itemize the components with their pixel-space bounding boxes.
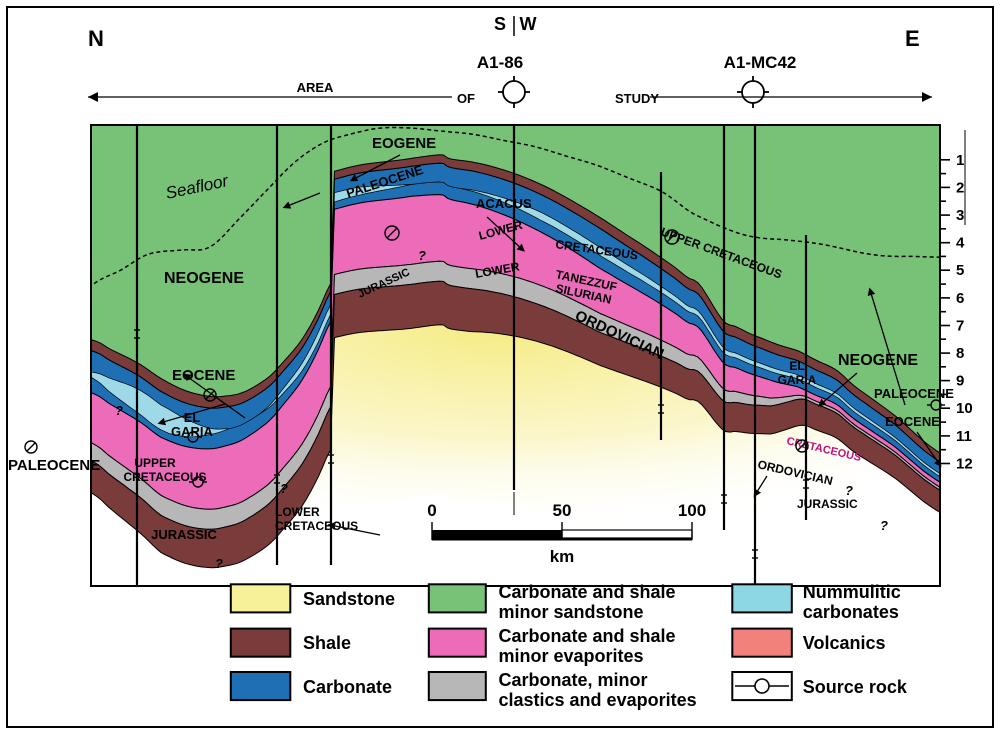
svg-text:?: ? — [115, 403, 123, 418]
svg-text:LOWER: LOWER — [275, 505, 320, 519]
svg-text:ACACUS: ACACUS — [476, 196, 532, 211]
svg-text:A1-86: A1-86 — [477, 53, 523, 72]
svg-text:100: 100 — [678, 501, 706, 520]
svg-text:Carbonate, minor: Carbonate, minor — [499, 670, 648, 690]
svg-text:E: E — [905, 26, 920, 51]
svg-text:PALEOCENE: PALEOCENE — [8, 457, 100, 474]
svg-text:EOCENE: EOCENE — [885, 414, 940, 429]
svg-text:Carbonate and shale: Carbonate and shale — [499, 582, 676, 602]
svg-text:8: 8 — [956, 345, 964, 362]
svg-text:4: 4 — [956, 235, 965, 252]
svg-text:?: ? — [215, 556, 223, 571]
svg-text:km: km — [550, 547, 575, 566]
svg-text:Shale: Shale — [303, 633, 351, 653]
svg-text:minor sandstone: minor sandstone — [499, 602, 644, 622]
svg-text:clastics and evaporites: clastics and evaporites — [499, 690, 697, 710]
svg-text:S: S — [494, 14, 506, 34]
svg-text:JURASSIC: JURASSIC — [151, 527, 217, 542]
svg-text:Nummulitic: Nummulitic — [803, 582, 901, 602]
svg-text:?: ? — [880, 518, 888, 533]
svg-text:Volcanics: Volcanics — [803, 633, 886, 653]
svg-text:Carbonate: Carbonate — [303, 677, 392, 697]
svg-text:NEOGENE: NEOGENE — [838, 352, 918, 369]
svg-text:10: 10 — [956, 400, 973, 417]
svg-text:EOCENE: EOCENE — [172, 367, 235, 384]
svg-text:AREA: AREA — [297, 80, 334, 95]
svg-text:CRETACEOUS: CRETACEOUS — [275, 519, 358, 533]
svg-text:9: 9 — [956, 373, 964, 390]
svg-text:2: 2 — [956, 179, 964, 196]
svg-text:Source rock: Source rock — [803, 677, 908, 697]
svg-text:EOGENE: EOGENE — [372, 135, 436, 152]
svg-text:UPPER: UPPER — [134, 456, 176, 470]
svg-text:?: ? — [418, 248, 426, 263]
svg-text:6: 6 — [956, 290, 964, 307]
svg-text:1: 1 — [956, 152, 964, 169]
svg-text:W: W — [520, 14, 537, 34]
svg-text:carbonates: carbonates — [803, 602, 899, 622]
svg-text:Carbonate and shale: Carbonate and shale — [499, 626, 676, 646]
svg-text:?: ? — [280, 481, 288, 496]
svg-text:minor evaporites: minor evaporites — [499, 646, 644, 666]
svg-text:Sandstone: Sandstone — [303, 589, 395, 609]
svg-text:12: 12 — [956, 456, 973, 473]
svg-text:A1-MC42: A1-MC42 — [724, 53, 797, 72]
svg-text:NEOGENE: NEOGENE — [164, 270, 244, 287]
svg-text:PALEOCENE: PALEOCENE — [874, 386, 954, 401]
svg-text:N: N — [88, 26, 104, 51]
svg-text:STUDY: STUDY — [615, 91, 659, 106]
svg-text:GARIA: GARIA — [778, 373, 817, 387]
svg-text:3: 3 — [956, 207, 964, 224]
svg-text:?: ? — [845, 483, 853, 498]
svg-text:11: 11 — [956, 428, 972, 445]
svg-text:EL: EL — [789, 359, 804, 373]
svg-text:50: 50 — [553, 501, 572, 520]
svg-text:5: 5 — [956, 262, 964, 279]
svg-text:7: 7 — [956, 318, 964, 335]
svg-text:OF: OF — [457, 91, 475, 106]
svg-text:0: 0 — [427, 501, 436, 520]
